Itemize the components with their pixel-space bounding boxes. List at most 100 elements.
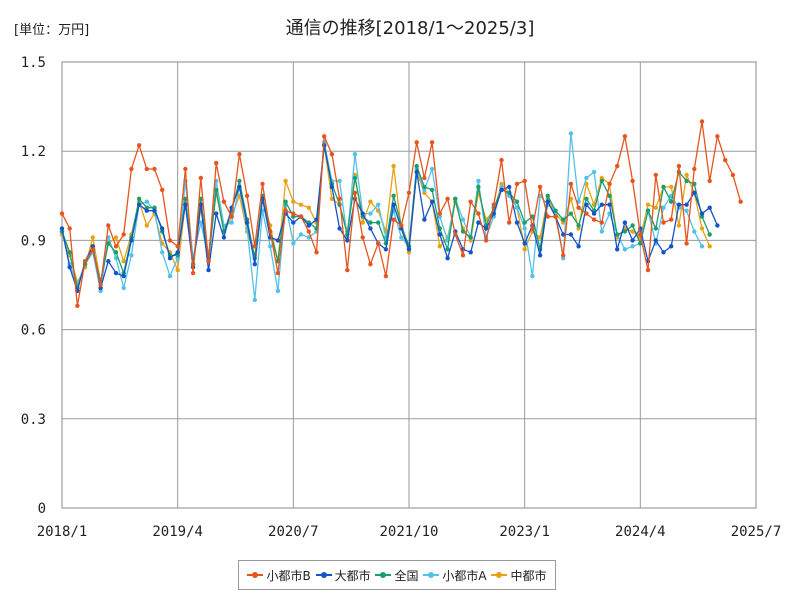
data-point xyxy=(676,202,682,207)
data-point xyxy=(144,208,149,213)
legend-swatch xyxy=(247,570,264,580)
data-point xyxy=(468,235,473,240)
data-point xyxy=(144,223,149,228)
data-point xyxy=(537,253,543,258)
legend-swatch xyxy=(315,570,332,580)
data-point xyxy=(368,211,373,216)
legend-swatch xyxy=(491,570,508,580)
data-point xyxy=(98,282,103,288)
data-point xyxy=(499,187,504,193)
data-point xyxy=(576,205,581,210)
data-point xyxy=(113,270,119,276)
data-point xyxy=(75,303,80,308)
data-point xyxy=(298,202,304,207)
legend-item: 小都市A xyxy=(423,567,487,584)
data-point xyxy=(167,273,173,279)
data-point xyxy=(638,232,643,237)
chart-title: 通信の推移[2018/1～2025/3] xyxy=(286,18,535,39)
data-point xyxy=(545,199,550,204)
data-point xyxy=(252,262,257,267)
data-point xyxy=(214,187,219,193)
data-point xyxy=(707,205,712,210)
data-point xyxy=(160,187,165,193)
data-point xyxy=(568,232,574,237)
data-point xyxy=(615,247,620,252)
data-point xyxy=(669,244,674,249)
data-point xyxy=(661,205,666,210)
data-point xyxy=(453,232,458,237)
data-point xyxy=(360,211,365,216)
data-point xyxy=(692,229,697,234)
data-point xyxy=(699,211,705,216)
data-point xyxy=(314,217,319,222)
series-0 xyxy=(59,119,743,308)
data-point xyxy=(136,143,142,148)
data-point xyxy=(113,244,119,249)
data-point xyxy=(676,223,682,228)
data-point xyxy=(391,193,396,198)
data-point xyxy=(522,241,527,246)
data-point xyxy=(684,202,689,207)
legend-item: 中都市 xyxy=(491,567,547,584)
data-point xyxy=(445,256,450,261)
data-point xyxy=(491,202,496,207)
data-point xyxy=(429,166,435,172)
data-point xyxy=(167,256,173,261)
data-point xyxy=(329,152,335,157)
data-point xyxy=(514,181,520,187)
data-point xyxy=(129,238,134,243)
data-point xyxy=(183,196,188,201)
data-point xyxy=(345,238,350,243)
data-point xyxy=(121,285,126,291)
data-point xyxy=(90,235,96,240)
data-point xyxy=(483,226,489,231)
data-point xyxy=(121,232,126,237)
data-point xyxy=(90,247,96,252)
data-point xyxy=(221,235,227,240)
data-point xyxy=(607,193,612,198)
data-point xyxy=(622,134,628,139)
data-point xyxy=(160,250,165,255)
data-point xyxy=(152,166,157,172)
data-point xyxy=(468,199,473,204)
x-tick-label: 2019/4 xyxy=(152,524,203,540)
data-point xyxy=(352,190,358,195)
data-point xyxy=(630,244,635,249)
data-point xyxy=(144,199,149,204)
data-point xyxy=(630,223,635,228)
data-point xyxy=(468,250,473,255)
data-point xyxy=(615,232,620,237)
data-point xyxy=(699,244,705,249)
data-point xyxy=(106,259,111,264)
data-point xyxy=(422,184,427,190)
data-point xyxy=(368,199,373,204)
data-point xyxy=(522,220,527,225)
data-point xyxy=(206,259,211,264)
data-point xyxy=(591,211,597,216)
data-point xyxy=(198,220,203,225)
data-point xyxy=(437,244,442,249)
data-point xyxy=(576,223,581,228)
data-point xyxy=(707,232,712,237)
data-point xyxy=(283,208,288,213)
data-point xyxy=(699,119,705,124)
legend: 小都市B 大都市 全国 小都市A 中都市 xyxy=(238,560,556,590)
data-point xyxy=(59,211,65,216)
data-point xyxy=(622,229,628,234)
data-point xyxy=(291,241,296,246)
data-point xyxy=(136,202,142,207)
data-point xyxy=(214,160,219,166)
data-point xyxy=(499,157,504,163)
data-point xyxy=(437,232,442,237)
data-point xyxy=(314,250,319,255)
data-point xyxy=(337,178,342,184)
data-point xyxy=(622,247,628,252)
data-point xyxy=(275,288,281,294)
data-point xyxy=(707,244,712,249)
data-point xyxy=(584,202,589,207)
data-point xyxy=(460,217,466,222)
data-point xyxy=(684,241,689,246)
data-point xyxy=(306,229,311,234)
data-point xyxy=(414,169,419,175)
